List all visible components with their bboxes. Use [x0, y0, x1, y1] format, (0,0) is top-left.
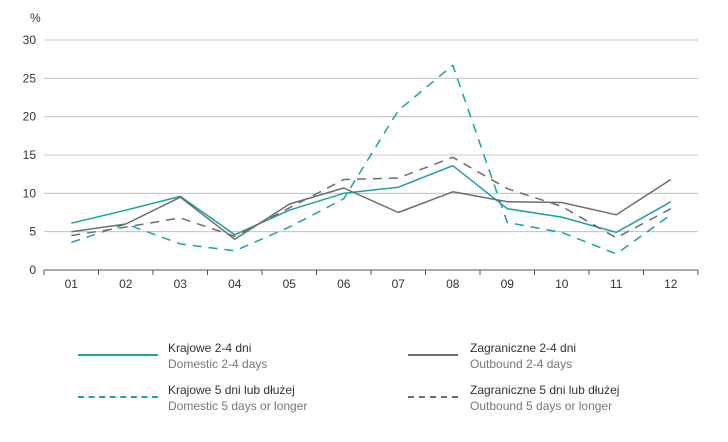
x-axis: 01 02 03 04 05 06 07 08 09 10 11 12: [43, 269, 699, 291]
series-line-1: [71, 64, 672, 255]
x-tick-label: 09: [501, 277, 515, 291]
x-tick-label: 11: [610, 277, 623, 291]
x-tick-label: 03: [174, 277, 188, 291]
grid-lines: [44, 39, 698, 233]
legend-label-en: Domestic 2-4 days: [168, 357, 268, 371]
series-lines: [71, 64, 672, 255]
legend-label-pl: Zagraniczne 2-4 dni: [470, 341, 577, 355]
series-line-0: [71, 164, 672, 236]
y-tick-label: 0: [29, 263, 36, 277]
x-tick-label: 05: [283, 277, 297, 291]
y-axis-ticks: 0 5 10 15 20 25 30: [23, 33, 37, 277]
x-tick-label: 07: [392, 277, 406, 291]
x-tick-label: 08: [446, 277, 460, 291]
legend-label-pl: Krajowe 2-4 dni: [168, 341, 252, 355]
legend-swatch-outbound-5plus: [408, 396, 458, 398]
x-tick-label: 01: [65, 277, 79, 291]
series-line-2: [71, 178, 672, 241]
y-tick-label: 10: [23, 186, 37, 200]
series-line-3: [71, 156, 672, 239]
y-axis-unit-label: %: [30, 11, 41, 25]
legend-swatch-domestic-5plus: [78, 396, 158, 398]
x-tick-label: 10: [555, 277, 569, 291]
y-tick-label: 25: [23, 71, 37, 85]
legend-swatch-domestic-2-4: [78, 354, 158, 356]
legend-swatch-outbound-2-4: [408, 354, 458, 356]
legend-label-pl: Krajowe 5 dni lub dłużej: [168, 383, 295, 397]
x-tick-label: 06: [337, 277, 351, 291]
legend-label-pl: Zagraniczne 5 dni lub dłużej: [470, 383, 620, 397]
y-tick-label: 30: [23, 33, 37, 47]
legend-label-en: Domestic 5 days or longer: [168, 399, 308, 413]
y-tick-label: 15: [23, 148, 37, 162]
legend-label-en: Outbound 2-4 days: [470, 357, 573, 371]
y-tick-label: 5: [29, 225, 36, 239]
y-tick-label: 20: [23, 110, 37, 124]
x-tick-label: 02: [119, 277, 133, 291]
x-tick-label: 12: [664, 277, 678, 291]
legend-label-en: Outbound 5 days or longer: [470, 399, 613, 413]
x-tick-label: 04: [228, 277, 242, 291]
